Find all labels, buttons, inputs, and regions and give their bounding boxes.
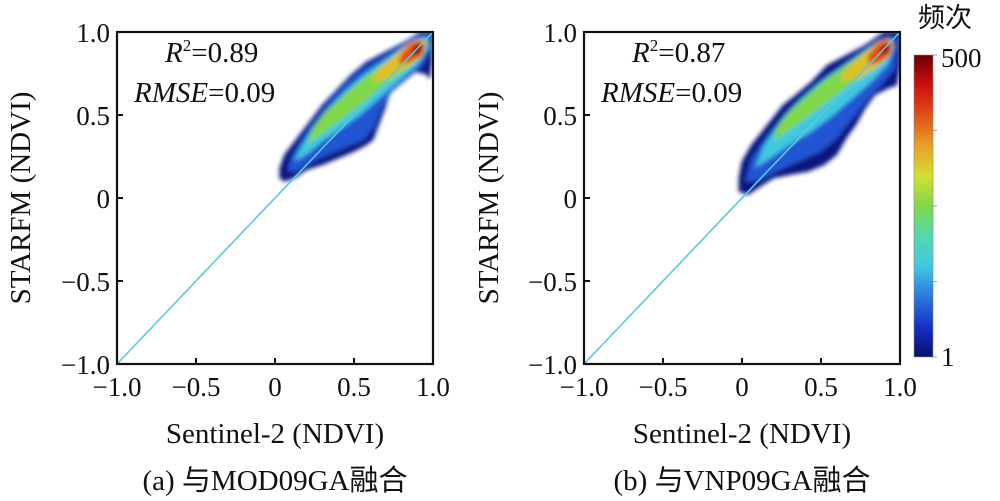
one-to-one-line-a	[116, 31, 434, 365]
y-tick-label: 0.5	[543, 101, 577, 131]
rmse-symbol: RMSE	[600, 77, 675, 109]
y-tick-label: −0.5	[61, 267, 110, 297]
y-tick-label: 1.0	[543, 18, 577, 48]
x-tick-label: −0.5	[639, 372, 688, 402]
colorbar: 频次 500 1	[913, 3, 982, 372]
y-tick-label: −1.0	[528, 350, 577, 380]
panel-b: −1.0−0.500.51.0 −1.0 −0.5 0 0.5 1.0 R2=0.87 …	[473, 18, 917, 497]
x-tick-label: 0	[268, 372, 282, 402]
x-tick-label: −1.0	[93, 372, 142, 402]
colorbar-ticks	[933, 54, 937, 358]
y-axis-ticks-b: −1.0 −0.5 0 0.5 1.0	[528, 18, 590, 380]
r2-annotation-b: R2=0.87	[631, 36, 725, 69]
r2-superscript: 2	[650, 36, 659, 55]
rmse-annotation-b: RMSE=0.09	[600, 77, 742, 109]
r2-value: =0.87	[658, 37, 725, 69]
r2-symbol: R	[164, 37, 183, 69]
x-tick-label: −1.0	[560, 372, 609, 402]
colorbar-title: 频次	[918, 3, 972, 33]
x-tick-label: 1.0	[416, 372, 450, 402]
density-scatter-a	[278, 32, 433, 183]
rmse-symbol: RMSE	[133, 77, 208, 109]
r2-symbol: R	[631, 37, 650, 69]
colorbar-min-label: 1	[941, 342, 955, 372]
x-tick-label: 0.5	[337, 372, 371, 402]
rmse-annotation-a: RMSE=0.09	[133, 77, 275, 109]
r2-superscript: 2	[183, 36, 192, 55]
r2-annotation-a: R2=0.89	[164, 36, 258, 69]
x-axis-label-a: Sentinel-2 (NDVI)	[166, 418, 384, 450]
x-tick-label: 1.0	[883, 372, 917, 402]
x-axis-ticks-b: −1.0 −0.5 0 0.5 1.0	[560, 358, 917, 402]
density-level-6	[881, 43, 891, 56]
x-tick-label: 0	[735, 372, 749, 402]
y-tick-label: 0	[97, 184, 111, 214]
density-level-6	[412, 43, 424, 56]
x-axis-ticks-a: −1.0 −0.5 0 0.5 1.0	[93, 358, 450, 402]
y-tick-label: 0.5	[76, 101, 110, 131]
caption-a: (a) 与MOD09GA融合	[143, 464, 408, 497]
y-tick-label: 0	[564, 184, 578, 214]
x-axis-label-b: Sentinel-2 (NDVI)	[633, 418, 851, 450]
y-axis-label-a: STARFM (NDVI)	[5, 92, 37, 305]
rmse-value: =0.09	[675, 77, 742, 109]
panel-a: −1.0−0.500.51.0 −1.0 −0.5 0 0.5 1.0 R2=0.89 …	[5, 18, 450, 497]
r2-value: =0.89	[191, 37, 258, 69]
x-tick-label: −0.5	[172, 372, 221, 402]
colorbar-max-label: 500	[941, 43, 982, 73]
caption-b: (b) 与VNP09GA融合	[614, 464, 871, 497]
y-axis-label-b: STARFM (NDVI)	[473, 92, 505, 305]
y-tick-label: −1.0	[61, 350, 110, 380]
rmse-value: =0.09	[208, 77, 275, 109]
colorbar-gradient	[913, 54, 934, 358]
one-to-one-line-b	[583, 31, 901, 365]
y-tick-label: −0.5	[528, 267, 577, 297]
y-tick-label: 1.0	[76, 18, 110, 48]
y-axis-ticks-a: −1.0 −0.5 0 0.5 1.0	[61, 18, 123, 380]
x-tick-label: 0.5	[804, 372, 838, 402]
